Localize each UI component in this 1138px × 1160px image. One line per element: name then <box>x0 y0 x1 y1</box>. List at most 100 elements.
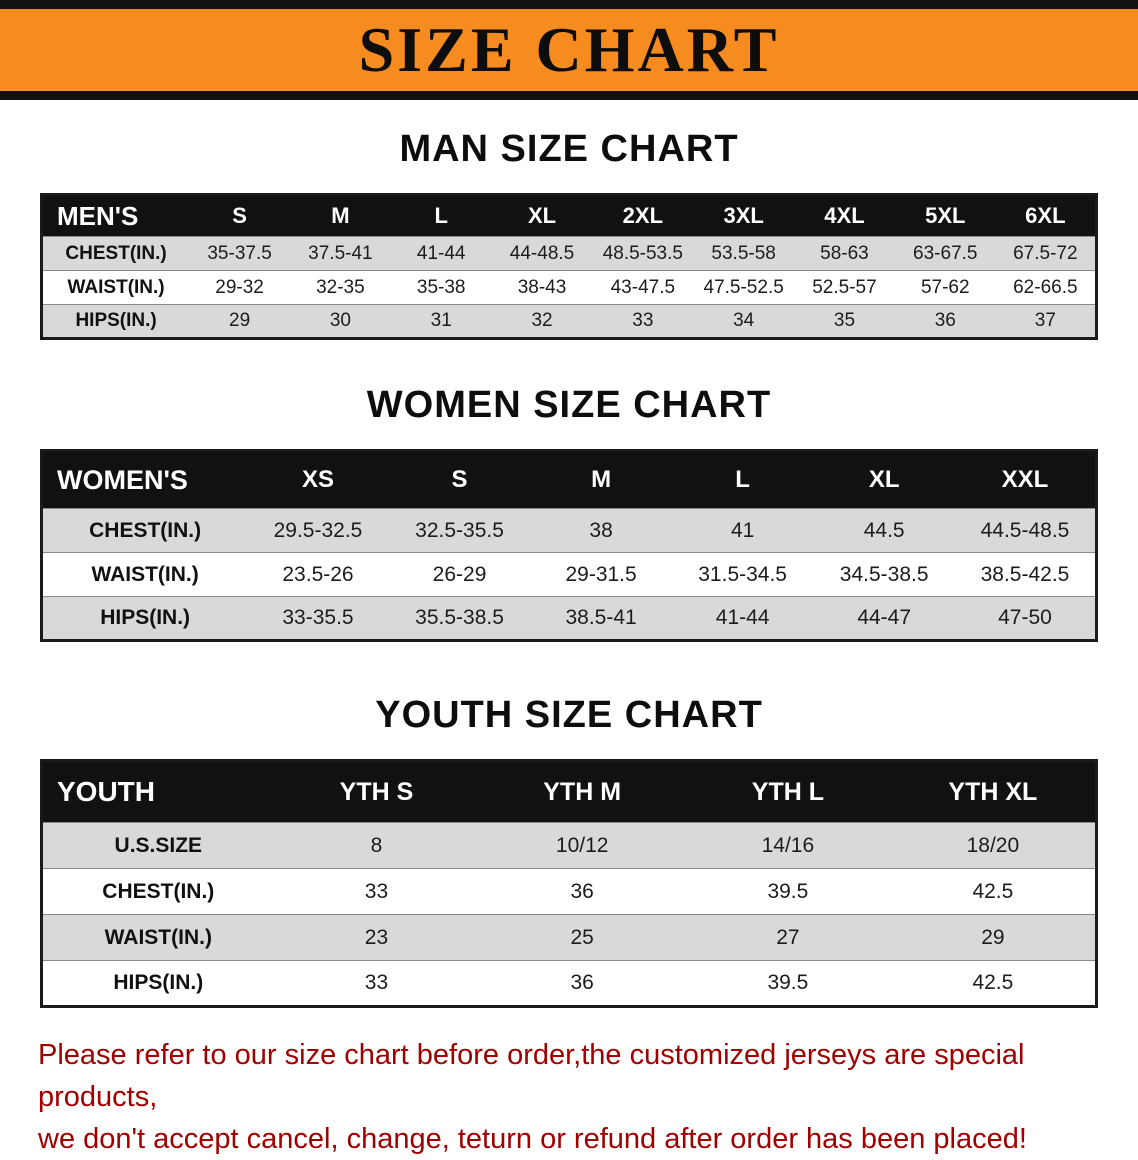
column-header: XL <box>813 450 955 509</box>
cell-value: 33-35.5 <box>247 596 389 641</box>
cell-value: 31.5-34.5 <box>671 552 814 597</box>
cell-value: 37 <box>995 304 1097 339</box>
column-header: M <box>530 450 672 509</box>
cell-value: 29-31.5 <box>530 552 672 597</box>
row-label: CHEST(IN.) <box>41 868 274 915</box>
row-label: WAIST(IN.) <box>41 552 248 597</box>
column-header: XXL <box>954 450 1097 509</box>
cell-value: 41-44 <box>390 236 492 271</box>
cell-value: 34.5-38.5 <box>813 552 955 597</box>
cell-value: 38.5-42.5 <box>954 552 1097 597</box>
column-header: 4XL <box>794 194 895 237</box>
row-label: WAIST(IN.) <box>41 914 274 961</box>
table-row: WAIST(IN.) 23.5-26 26-29 29-31.5 31.5-34.5 34… <box>41 552 1097 597</box>
cell-value: 32.5-35.5 <box>388 508 531 553</box>
cell-value: 33 <box>273 868 480 915</box>
row-label: HIPS(IN.) <box>41 960 274 1007</box>
cell-value: 29 <box>189 304 290 339</box>
table-row: WAIST(IN.) 23 25 27 29 <box>41 914 1097 961</box>
cell-value: 67.5-72 <box>995 236 1097 271</box>
table-row: HIPS(IN.) 29 30 31 32 33 34 35 36 37 <box>41 304 1097 339</box>
column-header: YTH S <box>273 760 480 823</box>
order-policy-line-2: we don't accept cancel, change, teturn o… <box>38 1123 1027 1156</box>
cell-value: 38.5-41 <box>530 596 672 641</box>
cell-value: 41 <box>671 508 814 553</box>
cell-value: 10/12 <box>479 822 686 869</box>
row-label: WAIST(IN.) <box>41 270 190 305</box>
column-header: 2XL <box>592 194 694 237</box>
table-row: U.S.SIZE 8 10/12 14/16 18/20 <box>41 822 1097 869</box>
column-header: YTH XL <box>890 760 1097 823</box>
cell-value: 29-32 <box>189 270 290 305</box>
cell-value: 47.5-52.5 <box>693 270 795 305</box>
cell-value: 35-37.5 <box>189 236 290 271</box>
cell-value: 36 <box>894 304 996 339</box>
cell-value: 25 <box>479 914 686 961</box>
cell-value: 14/16 <box>685 822 891 869</box>
cell-value: 33 <box>592 304 694 339</box>
cell-value: 35-38 <box>390 270 492 305</box>
cell-value: 32 <box>491 304 593 339</box>
cell-value: 52.5-57 <box>794 270 895 305</box>
cell-value: 58-63 <box>794 236 895 271</box>
table-header-row: MEN'S S M L XL 2XL 3XL 4XL 5XL 6XL <box>41 194 1097 237</box>
cell-value: 29.5-32.5 <box>247 508 389 553</box>
table-row: CHEST(IN.) 35-37.5 37.5-41 41-44 44-48.5 48.5… <box>41 236 1097 271</box>
row-label: HIPS(IN.) <box>41 596 248 641</box>
cell-value: 37.5-41 <box>290 236 391 271</box>
cell-value: 63-67.5 <box>894 236 996 271</box>
cell-value: 42.5 <box>890 960 1097 1007</box>
cell-value: 39.5 <box>685 960 891 1007</box>
cell-value: 35 <box>794 304 895 339</box>
column-header: YTH L <box>685 760 891 823</box>
row-label: U.S.SIZE <box>41 822 274 869</box>
table-row: WAIST(IN.) 29-32 32-35 35-38 38-43 43-47.5 47.… <box>41 270 1097 305</box>
cell-value: 26-29 <box>388 552 531 597</box>
cell-value: 27 <box>685 914 891 961</box>
cell-value: 44.5-48.5 <box>954 508 1097 553</box>
column-header: YTH M <box>479 760 686 823</box>
row-label: CHEST(IN.) <box>41 508 248 553</box>
table-row: CHEST(IN.) 29.5-32.5 32.5-35.5 38 41 44.5 44.5… <box>41 508 1097 553</box>
cell-value: 47-50 <box>954 596 1097 641</box>
men-size-table: MEN'S S M L XL 2XL 3XL 4XL 5XL 6XL CHEST(IN.) 35-37… <box>40 193 1098 340</box>
cell-value: 41-44 <box>671 596 814 641</box>
cell-value: 35.5-38.5 <box>388 596 531 641</box>
column-header: 3XL <box>693 194 795 237</box>
banner-title: SIZE CHART <box>358 14 780 85</box>
order-policy-note: Please refer to our size chart before or… <box>38 1034 1138 1160</box>
cell-value: 38-43 <box>491 270 593 305</box>
table-header-row: YOUTH YTH S YTH M YTH L YTH XL <box>41 760 1097 823</box>
man-size-chart-title: MAN SIZE CHART <box>399 128 739 170</box>
cell-value: 44-48.5 <box>491 236 593 271</box>
cell-value: 43-47.5 <box>592 270 694 305</box>
youth-size-chart-title: YOUTH SIZE CHART <box>375 694 763 736</box>
column-header: S <box>388 450 531 509</box>
cell-value: 36 <box>479 960 686 1007</box>
column-header: L <box>390 194 492 237</box>
cell-value: 29 <box>890 914 1097 961</box>
cell-value: 34 <box>693 304 795 339</box>
cell-value: 38 <box>530 508 672 553</box>
women-size-chart-title: WOMEN SIZE CHART <box>366 384 772 426</box>
cell-value: 23 <box>273 914 480 961</box>
cell-value: 42.5 <box>890 868 1097 915</box>
cell-value: 8 <box>273 822 480 869</box>
column-header: M <box>290 194 391 237</box>
table-row: HIPS(IN.) 33 36 39.5 42.5 <box>41 960 1097 1007</box>
cell-value: 18/20 <box>890 822 1097 869</box>
cell-value: 36 <box>479 868 686 915</box>
cell-value: 44.5 <box>813 508 955 553</box>
column-header: S <box>189 194 290 237</box>
cell-value: 23.5-26 <box>247 552 389 597</box>
cell-value: 32-35 <box>290 270 391 305</box>
column-header: 6XL <box>995 194 1097 237</box>
table-row: HIPS(IN.) 33-35.5 35.5-38.5 38.5-41 41-44 44-… <box>41 596 1097 641</box>
cell-value: 53.5-58 <box>693 236 795 271</box>
table-header-row: WOMEN'S XS S M L XL XXL <box>41 450 1097 509</box>
cell-value: 62-66.5 <box>995 270 1097 305</box>
youth-size-table: YOUTH YTH S YTH M YTH L YTH XL U.S.SIZE 8 10/12… <box>40 759 1098 1008</box>
cell-value: 33 <box>273 960 480 1007</box>
table-corner-label: YOUTH <box>41 760 274 823</box>
table-row: CHEST(IN.) 33 36 39.5 42.5 <box>41 868 1097 915</box>
